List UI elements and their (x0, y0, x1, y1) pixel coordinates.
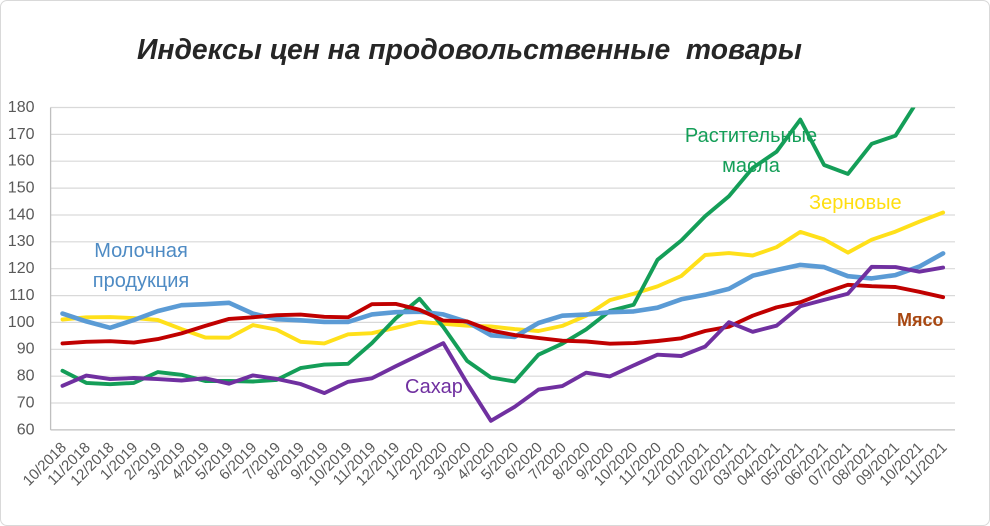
svg-text:60: 60 (17, 421, 35, 438)
svg-text:120: 120 (8, 260, 35, 277)
svg-text:90: 90 (17, 341, 35, 358)
svg-text:100: 100 (8, 314, 35, 331)
svg-text:130: 130 (8, 233, 35, 250)
svg-text:180: 180 (8, 99, 35, 116)
svg-text:150: 150 (8, 180, 35, 197)
svg-text:140: 140 (8, 206, 35, 223)
svg-text:160: 160 (8, 153, 35, 170)
svg-text:170: 170 (8, 126, 35, 143)
svg-text:80: 80 (17, 368, 35, 385)
svg-text:110: 110 (9, 287, 35, 304)
svg-text:70: 70 (17, 394, 35, 411)
